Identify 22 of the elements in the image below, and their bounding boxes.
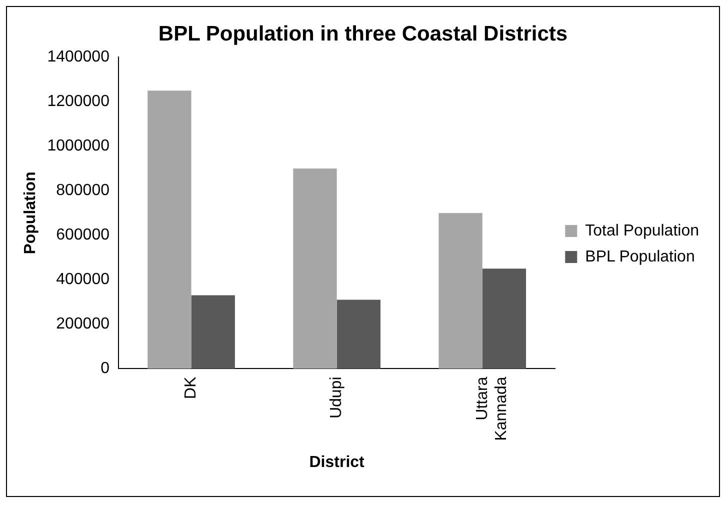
bar [293,168,337,369]
y-tick-label: 0 [100,360,110,378]
y-tick-label: 400000 [56,271,110,288]
legend-label: Total Population [585,222,699,240]
y-tick-label: 1400000 [47,48,110,66]
y-tick-label: 800000 [56,182,110,200]
y-tick-label: 1200000 [47,93,110,110]
x-axis-title: District [309,454,366,471]
y-tick-label: 600000 [56,226,110,244]
bar [148,90,192,369]
y-axis-title: Population [22,172,40,254]
y-tick-label: 200000 [56,316,110,333]
x-tick-label: Uttara Kannada [474,376,510,441]
y-tick-label: 1000000 [47,138,110,155]
bar [191,295,235,369]
bar [336,300,380,369]
bar [482,268,526,369]
bar [438,212,482,369]
x-tick-label: Udupi [328,376,346,419]
chart-title: BPL Population in three Coastal Districts [158,22,568,46]
legend-label: BPL Population [585,248,695,266]
x-tick-label: DK [182,376,200,399]
